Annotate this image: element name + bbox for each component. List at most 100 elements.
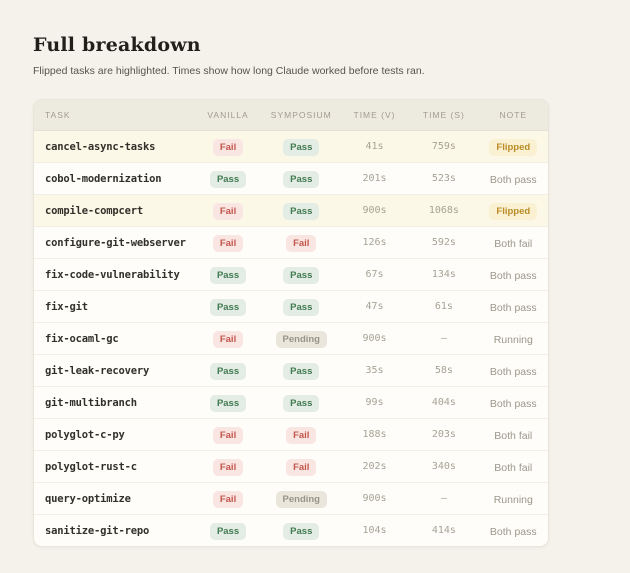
note-value: Flipped (489, 203, 538, 220)
table-row: sanitize-git-repo Pass Pass 104s 414s Bo… (34, 514, 548, 546)
task-name: git-multibranch (34, 386, 194, 419)
symposium-status-badge: Pass (283, 299, 320, 316)
table-row: query-optimize Fail Pending 900s – Runni… (34, 482, 548, 515)
note-cell: Both pass (478, 386, 548, 419)
vanilla-result-cell: Pass (193, 354, 263, 387)
column-header-note: NOTE (478, 100, 548, 131)
table-row: configure-git-webserver Fail Fail 126s 5… (34, 226, 548, 259)
column-header-time-s: TIME (S) (409, 100, 479, 131)
time-vanilla: 41s (365, 141, 384, 152)
symposium-result-cell: Pass (262, 354, 340, 387)
symposium-result-cell: Fail (262, 418, 340, 451)
vanilla-status-badge: Pass (209, 299, 247, 316)
vanilla-result-cell: Pass (193, 386, 263, 419)
task-name: cancel-async-tasks (45, 140, 156, 153)
note-cell: Both pass (478, 514, 548, 546)
note-value: Both pass (489, 365, 537, 378)
note-value: Both fail (494, 429, 533, 442)
task-name: fix-code-vulnerability (34, 258, 194, 291)
time-symposium: 340s (409, 450, 479, 483)
note-value: Both pass (489, 269, 537, 282)
time-symposium: 592s (409, 226, 479, 259)
vanilla-result-cell: Pass (193, 258, 263, 291)
task-name: git-leak-recovery (34, 354, 194, 387)
note-value: Both fail (494, 461, 533, 474)
table-row: polyglot-c-py Fail Fail 188s 203s Both f… (34, 418, 548, 451)
vanilla-result-cell: Fail (193, 322, 263, 355)
note-cell: Both pass (478, 290, 548, 323)
column-header-task: TASK (34, 100, 194, 131)
time-symposium: 61s (409, 290, 479, 323)
time-symposium: – (409, 482, 479, 515)
task-name: sanitize-git-repo (34, 514, 194, 546)
symposium-result-cell: Pass (263, 131, 340, 163)
task-name: cobol-modernization (34, 162, 194, 195)
note-value: Both pass (489, 397, 537, 410)
time-vanilla: 67s (339, 258, 410, 291)
time-symposium: 1068s (409, 194, 479, 227)
symposium-status-badge: Pass (283, 395, 320, 412)
table-header-row: TASK VANILLA SYMPOSIUM TIME (V) TIME (S)… (34, 100, 548, 131)
table-row: git-leak-recovery Pass Pass 35s 58s Both… (34, 354, 548, 387)
vanilla-status-badge: Fail (212, 491, 244, 508)
vanilla-result-cell: Fail (193, 482, 263, 515)
task-name: query-optimize (34, 482, 194, 515)
symposium-result-cell: Pass (262, 162, 340, 195)
note-cell: Both fail (478, 450, 548, 483)
column-header-vanilla: VANILLA (193, 100, 263, 131)
table-row: fix-ocaml-gc Fail Pending 900s – Running (34, 322, 548, 355)
time-vanilla: 900s (339, 322, 410, 355)
vanilla-status-badge: Pass (209, 363, 247, 380)
vanilla-status-badge: Fail (212, 427, 244, 444)
symposium-result-cell: Pass (262, 290, 340, 323)
time-symposium: 134s (409, 258, 479, 291)
vanilla-status-badge: Pass (209, 523, 247, 540)
task-name: polyglot-c-py (34, 418, 194, 451)
time-vanilla: 99s (339, 386, 410, 419)
vanilla-status-badge: Fail (212, 331, 244, 348)
time-vanilla: 35s (339, 354, 410, 387)
symposium-status-badge: Fail (286, 235, 317, 252)
task-name: fix-git (34, 290, 194, 323)
note-cell: Flipped (479, 131, 548, 163)
vanilla-result-cell: Pass (193, 290, 263, 323)
vanilla-status-badge: Fail (212, 203, 244, 220)
symposium-result-cell: Pending (262, 322, 340, 355)
time-symposium: 203s (409, 418, 479, 451)
vanilla-result-cell: Pass (193, 162, 263, 195)
table-row: cancel-async-tasks Fail Pass 41s 759s Fl… (34, 130, 548, 163)
symposium-status-badge: Pass (283, 363, 320, 380)
vanilla-result-cell: Fail (193, 226, 263, 259)
note-cell: Both pass (478, 162, 548, 195)
table-row: cobol-modernization Pass Pass 201s 523s … (34, 162, 548, 195)
symposium-status-badge: Fail (286, 427, 317, 444)
note-cell: Both fail (478, 418, 548, 451)
column-header-time-v: TIME (V) (339, 100, 410, 131)
table-row: fix-code-vulnerability Pass Pass 67s 134… (34, 258, 548, 291)
page-subtitle: Flipped tasks are highlighted. Times sho… (33, 65, 425, 77)
vanilla-result-cell: Pass (193, 514, 263, 546)
task-name: configure-git-webserver (34, 226, 194, 259)
vanilla-result-cell: Fail (193, 450, 263, 483)
table-row: fix-git Pass Pass 47s 61s Both pass (34, 290, 548, 323)
symposium-status-badge: Fail (286, 459, 317, 476)
note-value: Flipped (489, 139, 538, 156)
time-vanilla: 188s (339, 418, 410, 451)
note-value: Both fail (494, 237, 533, 250)
task-name: compile-compcert (34, 194, 194, 227)
symposium-result-cell: Pass (262, 258, 340, 291)
time-vanilla: 900s (339, 482, 410, 515)
symposium-status-badge: Pending (275, 491, 327, 508)
column-header-symposium: SYMPOSIUM (262, 100, 340, 131)
time-symposium: 58s (409, 354, 479, 387)
time-symposium: 404s (409, 386, 479, 419)
note-value: Running (493, 493, 533, 506)
symposium-result-cell: Fail (262, 450, 340, 483)
table-row: polyglot-rust-c Fail Fail 202s 340s Both… (34, 450, 548, 483)
note-value: Both pass (489, 301, 537, 314)
vanilla-result-cell: Fail (193, 418, 263, 451)
time-vanilla: 126s (339, 226, 410, 259)
note-cell: Both pass (478, 354, 548, 387)
time-vanilla: 202s (339, 450, 410, 483)
